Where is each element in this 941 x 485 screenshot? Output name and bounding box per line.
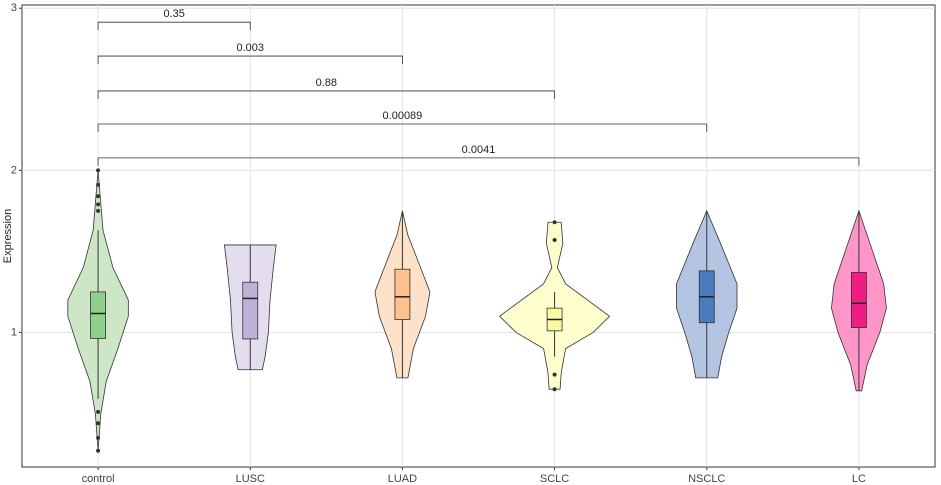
box: [90, 291, 106, 339]
outlier: [552, 387, 557, 392]
outlier: [96, 168, 101, 173]
x-tick-label: LUSC: [236, 473, 265, 485]
significance-bracket: [97, 21, 251, 31]
outlier: [96, 421, 101, 426]
significance-bracket: [97, 55, 403, 65]
significance-bracket: [97, 157, 860, 166]
outlier: [552, 372, 557, 377]
p-value-label: 0.003: [236, 42, 264, 54]
plot-frame: [21, 4, 936, 468]
box: [851, 272, 867, 328]
significance-bracket: [97, 123, 708, 132]
outlier: [96, 202, 101, 207]
p-value-label: 0.0041: [462, 144, 496, 156]
outlier: [96, 448, 101, 453]
x-tick-label: LC: [852, 473, 866, 485]
y-tick-label: 1: [11, 326, 17, 338]
x-tick-label: NSCLC: [688, 473, 725, 485]
box: [394, 268, 411, 320]
outlier: [96, 194, 101, 199]
x-tick-label: SCLC: [540, 473, 569, 485]
outlier: [96, 435, 101, 440]
x-tick-label: LUAD: [388, 473, 417, 485]
y-axis-title: Expression: [2, 209, 14, 263]
box: [242, 281, 259, 340]
p-value-label: 0.00089: [383, 110, 423, 122]
y-tick-label: 2: [11, 164, 17, 176]
outlier: [96, 182, 101, 187]
outlier: [552, 220, 557, 225]
x-tick-label: control: [82, 473, 115, 485]
outlier: [96, 208, 101, 213]
p-value-label: 0.88: [316, 77, 337, 89]
y-tick-label: 3: [11, 2, 17, 14]
p-value-label: 0.35: [163, 8, 184, 20]
outlier: [96, 409, 101, 414]
significance-bracket: [97, 90, 555, 99]
outlier: [552, 238, 557, 243]
